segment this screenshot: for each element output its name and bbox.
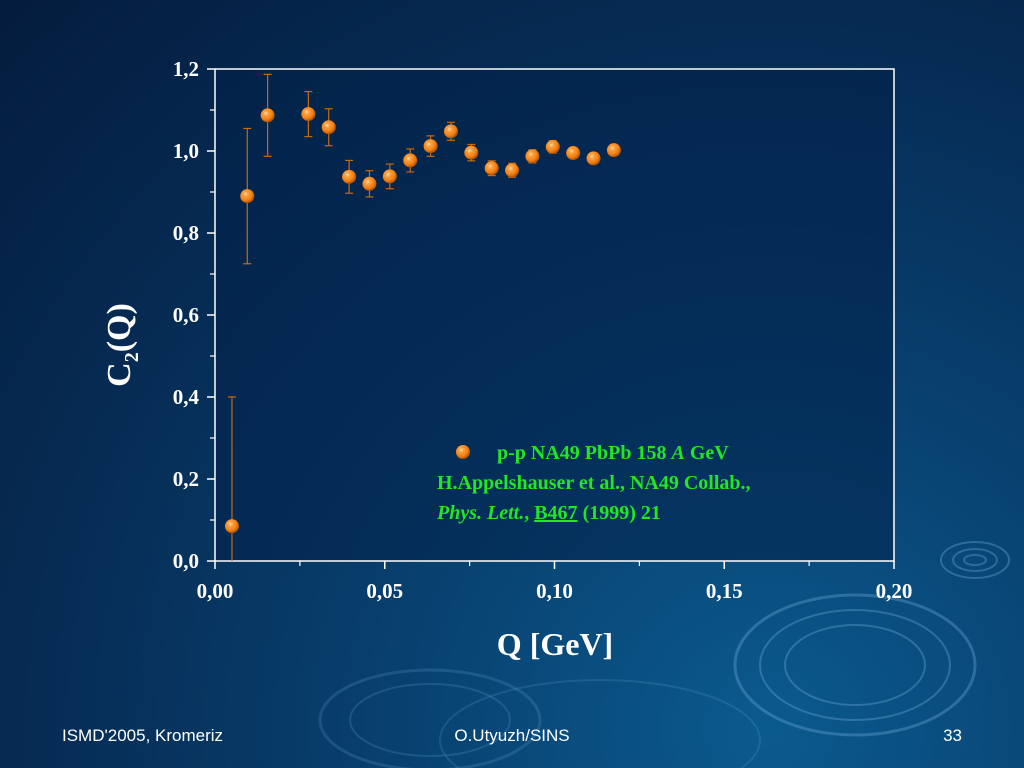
y-tick-label: 0,4 <box>173 385 200 409</box>
footer-slide-number: 33 <box>943 726 962 745</box>
data-markers <box>224 107 621 534</box>
legend-reference-journal: Phys. Lett., B467 (1999) 21 <box>436 502 661 524</box>
x-tick-label: 0,05 <box>366 579 403 603</box>
data-point <box>525 149 540 164</box>
data-point <box>260 108 275 123</box>
x-tick-label: 0,15 <box>706 579 743 603</box>
data-point <box>321 120 336 135</box>
data-point <box>464 145 479 160</box>
data-point <box>484 161 499 176</box>
data-point <box>382 169 397 184</box>
legend-entry-label: p-p NA49 PbPb 158 A GeV <box>497 442 729 464</box>
y-tick-label: 1,2 <box>173 57 199 81</box>
legend: p-p NA49 PbPb 158 A GeV H.Appelshauser e… <box>436 442 751 524</box>
data-point <box>606 143 621 158</box>
x-tick-label: 0,00 <box>197 579 234 603</box>
y-axis-title: C2(Q) <box>101 303 143 387</box>
x-tick-label: 0,10 <box>536 579 573 603</box>
footer-author: O.Utyuzh/SINS <box>454 726 570 745</box>
legend-marker <box>456 445 470 459</box>
y-tick-label: 0,6 <box>173 303 199 327</box>
y-tick-label: 0,2 <box>173 467 199 491</box>
legend-reference-authors: H.Appelshauser et al., NA49 Collab., <box>437 472 751 494</box>
y-tick-label: 0,8 <box>173 221 199 245</box>
y-tick-label: 0,0 <box>173 549 199 573</box>
x-axis-title: Q [GeV] <box>497 626 613 662</box>
footer-conference: ISMD'2005, Kromeriz <box>62 726 224 745</box>
data-point <box>505 163 520 178</box>
axis-ticks: 0,00 0,05 0,10 0,15 0,20 0,0 0,2 0,4 0,6 0,8 1,0 1,… <box>173 57 913 603</box>
y-tick-label: 1,0 <box>173 139 199 163</box>
ripple-decoration <box>318 541 1010 768</box>
data-point <box>301 107 316 122</box>
data-point <box>240 189 255 204</box>
data-point <box>443 124 458 139</box>
data-point <box>566 146 581 161</box>
data-point <box>342 169 357 184</box>
data-point <box>586 151 601 166</box>
data-point <box>224 519 239 534</box>
x-tick-label: 0,20 <box>876 579 913 603</box>
data-point <box>545 139 560 154</box>
data-point <box>423 139 438 154</box>
data-point <box>362 176 377 191</box>
data-point <box>403 153 418 168</box>
